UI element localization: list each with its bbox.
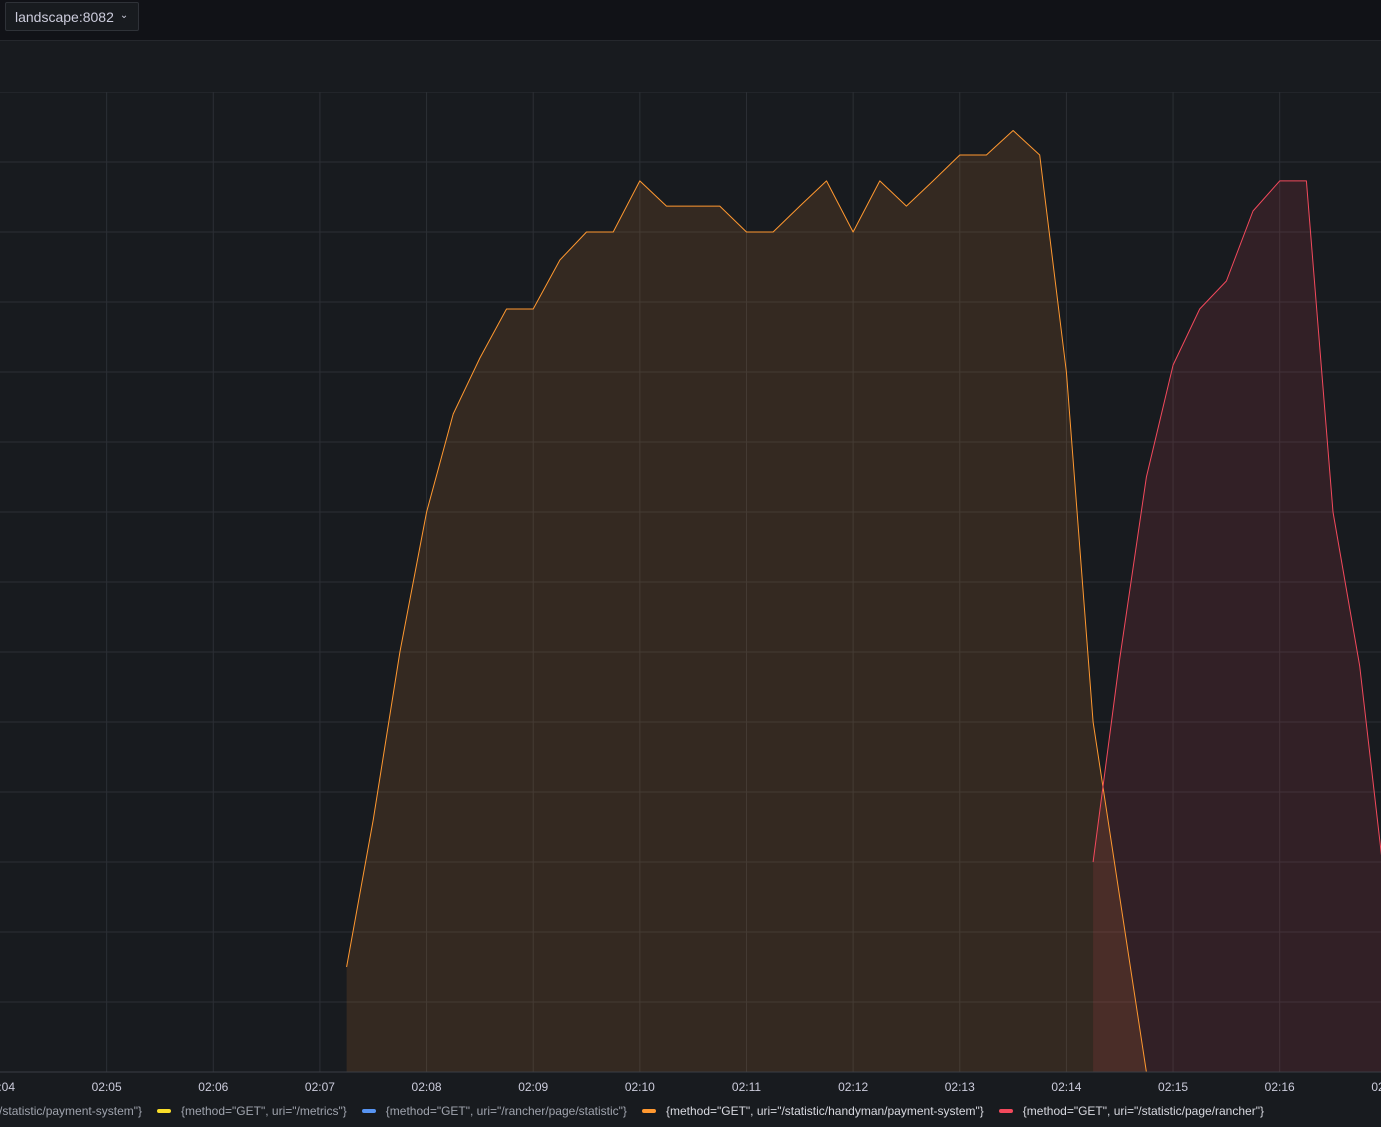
legend-item[interactable]: {method="GET", uri="/statistic/payment-s… <box>0 1104 142 1118</box>
x-tick-label: 02:04 <box>0 1080 15 1094</box>
variable-select-value: landscape:8082 <box>15 8 114 25</box>
legend-item[interactable]: {method="GET", uri="/statistic/handyman/… <box>641 1104 984 1118</box>
x-tick-label: 02:10 <box>625 1080 655 1094</box>
chevron-down-icon[interactable]: ⌄ <box>119 10 129 21</box>
x-tick-label: 02:14 <box>1051 1080 1081 1094</box>
legend-label: {method="GET", uri="/rancher/page/statis… <box>385 1104 627 1118</box>
x-tick-label: 02:08 <box>412 1080 442 1094</box>
legend-label: {method="GET", uri="/statistic/payment-s… <box>0 1104 142 1118</box>
legend-swatch <box>641 1109 656 1113</box>
x-tick-label: 02:05 <box>92 1080 122 1094</box>
legend-item[interactable]: {method="GET", uri="/metrics"} <box>157 1104 347 1118</box>
legend-item[interactable]: {method="GET", uri="/statistic/page/ranc… <box>998 1104 1264 1118</box>
x-axis-ticks: 02:04 02:05 02:06 02:07 02:08 02:09 02:10 02:11… <box>0 1080 1381 1094</box>
x-tick-label: 02:17 <box>1371 1080 1381 1094</box>
series-area-4 <box>1093 180 1381 1072</box>
x-tick-label: 02:09 <box>518 1080 548 1094</box>
legend-item[interactable]: {method="GET", uri="/rancher/page/statis… <box>361 1104 627 1118</box>
dashboard-toolbar: landscape:8082 ⌄ <box>0 0 1381 41</box>
legend-label: {method="GET", uri="/statistic/handyman/… <box>665 1104 984 1118</box>
legend-label: {method="GET", uri="/statistic/page/ranc… <box>1022 1104 1264 1118</box>
x-tick-label: 02:16 <box>1265 1080 1295 1094</box>
legend-swatch <box>998 1109 1013 1113</box>
chart-legend: {method="GET", uri="/statistic/payment-s… <box>0 1104 1381 1122</box>
x-tick-label: 02:13 <box>945 1080 975 1094</box>
legend-items: {method="GET", uri="/statistic/payment-s… <box>0 1104 1279 1118</box>
series-areas <box>346 130 1381 1072</box>
variable-select[interactable]: landscape:8082 ⌄ <box>5 2 140 31</box>
panel-header <box>0 41 1381 92</box>
legend-label: {method="GET", uri="/metrics"} <box>181 1104 347 1118</box>
x-tick-label: 02:12 <box>838 1080 868 1094</box>
time-series-chart[interactable]: 02:04 02:05 02:06 02:07 02:08 02:09 02:10 02:11… <box>0 92 1381 1102</box>
x-tick-label: 02:06 <box>198 1080 228 1094</box>
chart-grid <box>0 92 1381 1072</box>
legend-swatch <box>361 1109 376 1113</box>
x-tick-label: 02:07 <box>305 1080 335 1094</box>
x-tick-label: 02:15 <box>1158 1080 1188 1094</box>
series-area-3 <box>346 130 1381 1072</box>
legend-swatch <box>157 1109 171 1113</box>
series-line-4[interactable] <box>1092 180 1381 897</box>
x-tick-label: 02:11 <box>732 1080 761 1094</box>
